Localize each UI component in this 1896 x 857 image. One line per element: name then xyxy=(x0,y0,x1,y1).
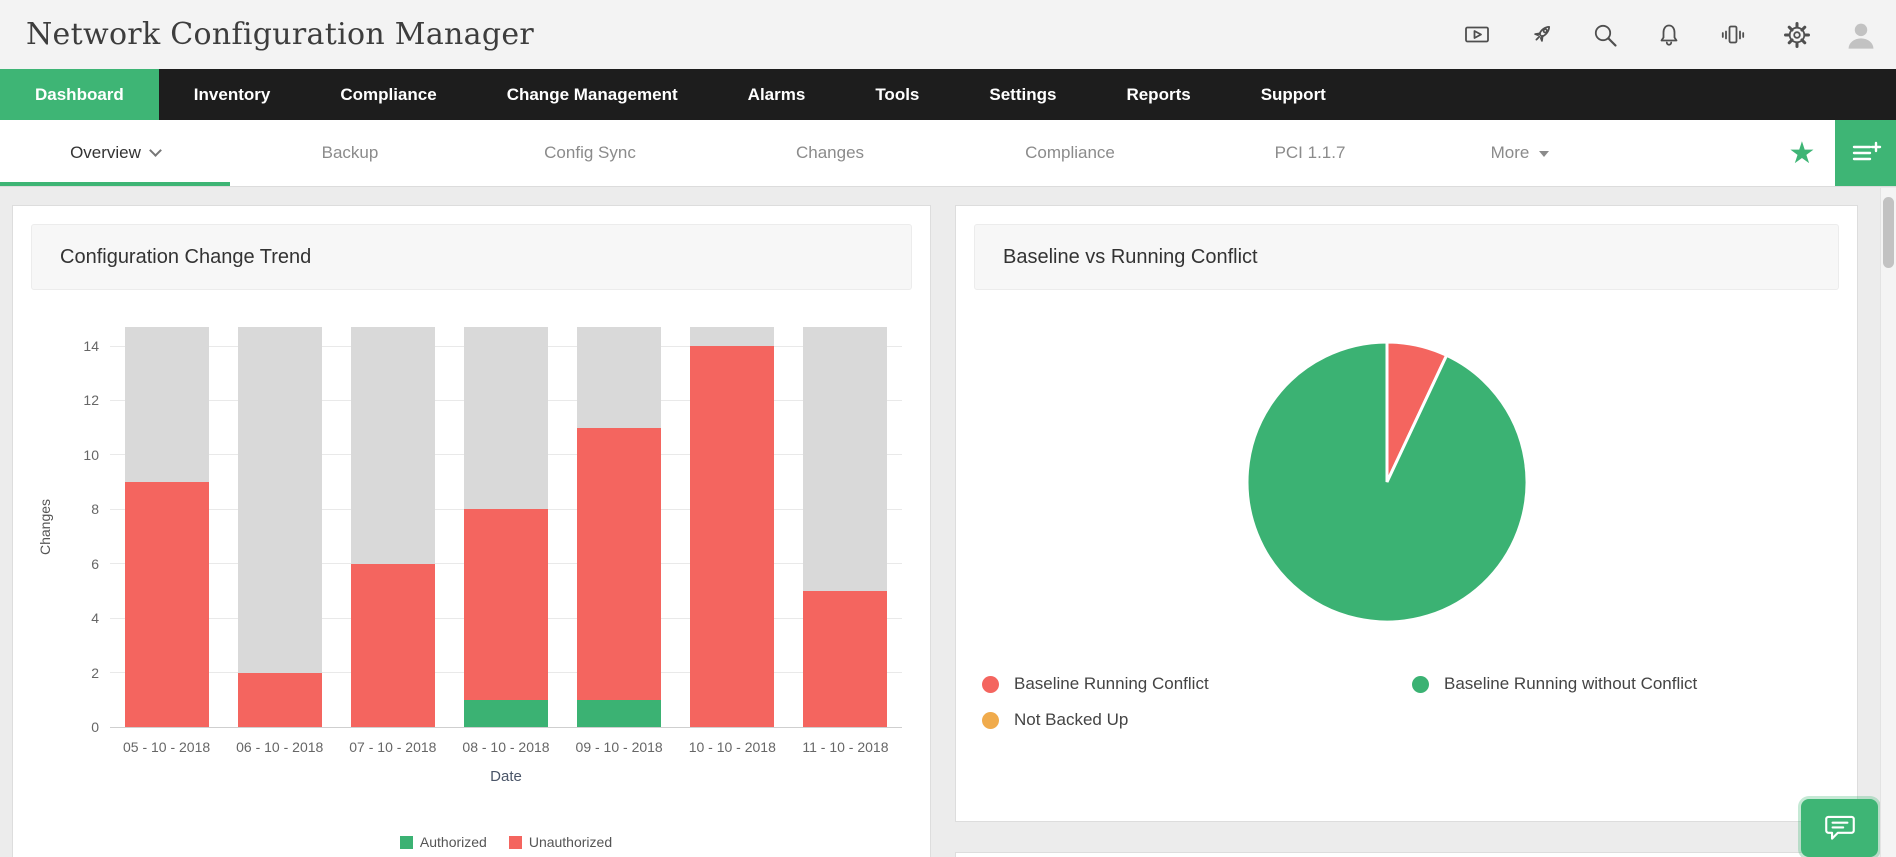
nav-item-alarms[interactable]: Alarms xyxy=(747,84,806,104)
bar-background xyxy=(237,327,322,727)
subnav-item-overview[interactable]: Overview xyxy=(0,120,230,186)
rocket-icon[interactable] xyxy=(1524,18,1558,52)
chevron-down-icon xyxy=(149,144,162,157)
nav-item-inventory[interactable]: Inventory xyxy=(193,84,271,104)
y-axis-tick-label: 4 xyxy=(91,610,99,627)
y-axis-tick-label: 0 xyxy=(91,719,99,735)
nav-item-support[interactable]: Support xyxy=(1260,84,1326,104)
y-axis-tick-label: 6 xyxy=(91,555,99,572)
bar-segment-unauthorized[interactable] xyxy=(803,590,888,727)
bar-segment-unauthorized[interactable] xyxy=(350,563,435,727)
subnav-item-label: PCI 1.1.7 xyxy=(1274,143,1346,162)
bar-segment-unauthorized[interactable] xyxy=(690,346,775,727)
presentation-play-icon[interactable] xyxy=(1460,18,1494,52)
y-axis-tick-label: 8 xyxy=(91,501,99,518)
bar-segment-authorized[interactable] xyxy=(577,699,662,727)
vibrate-alert-icon[interactable] xyxy=(1716,18,1750,52)
pie-legend: Baseline Running Conflict Baseline Runnin… xyxy=(970,674,1837,730)
subnav-item-label: Config Sync xyxy=(544,143,636,162)
subnav-item-pci[interactable]: PCI 1.1.7 xyxy=(1190,120,1430,186)
nav-item-reports[interactable]: Reports xyxy=(1126,84,1191,104)
subnav-item-label: Overview xyxy=(70,143,141,162)
bar-legend: Authorized Unauthorized xyxy=(110,834,902,850)
scrollbar-thumb[interactable] xyxy=(1883,197,1894,268)
favorite-star-icon[interactable]: ★ xyxy=(1788,136,1816,170)
chevron-down-icon xyxy=(1539,151,1550,157)
gear-icon[interactable] xyxy=(1780,18,1814,52)
legend-swatch xyxy=(399,835,413,849)
bar-segment-unauthorized[interactable] xyxy=(124,482,209,727)
y-axis-tick-label: 2 xyxy=(91,664,99,681)
x-axis-tick-label: 10 - 10 - 2018 xyxy=(688,739,776,755)
bar-y-labels: 0 2 4 6 8 10 12 14 xyxy=(43,327,99,735)
y-axis-tick-label: 12 xyxy=(83,392,99,409)
feedback-chat-button[interactable] xyxy=(1801,799,1878,857)
y-axis-tick-label: 14 xyxy=(83,338,99,355)
x-axis-title: Date xyxy=(490,768,522,785)
search-icon[interactable] xyxy=(1588,18,1622,52)
bell-icon[interactable] xyxy=(1652,18,1686,52)
legend-swatch xyxy=(508,835,522,849)
user-avatar-icon[interactable] xyxy=(1844,18,1878,52)
subnav-item-label: Backup xyxy=(321,143,379,162)
gridline xyxy=(110,726,902,728)
x-axis-tick-label: 11 - 10 - 2018 xyxy=(802,739,889,755)
app-header: Network Configuration Manager xyxy=(0,0,1896,69)
x-axis-tick-label: 09 - 10 - 2018 xyxy=(575,739,663,755)
app-title: Network Configuration Manager xyxy=(26,17,535,52)
pie-chart xyxy=(1245,340,1529,624)
widget-title: Configuration Change Trend xyxy=(31,224,912,290)
subnav-item-backup[interactable]: Backup xyxy=(230,120,470,186)
subnav-item-more[interactable]: More xyxy=(1430,120,1610,186)
subnav-item-label: Compliance xyxy=(1025,143,1115,162)
bar-plot xyxy=(110,327,902,728)
subnav-item-compliance[interactable]: Compliance xyxy=(950,120,1190,186)
bar-legend-item[interactable]: Authorized xyxy=(399,834,487,850)
x-axis-tick-label: 06 - 10 - 2018 xyxy=(236,739,324,755)
nav-item-compliance[interactable]: Compliance xyxy=(340,84,437,104)
header-icon-bar xyxy=(1460,18,1882,52)
legend-dot xyxy=(982,711,999,729)
subnav-item-label: Changes xyxy=(795,143,865,162)
x-axis-tick-label: 07 - 10 - 2018 xyxy=(349,739,437,755)
pie-legend-item[interactable]: Not Backed Up xyxy=(970,710,1400,730)
legend-label: Baseline Running Conflict xyxy=(1014,674,1209,693)
baseline-conflict-widget: Baseline vs Running Conflict Baseline Ru… xyxy=(955,205,1858,822)
next-widget-partial xyxy=(955,852,1858,857)
nav-item-settings[interactable]: Settings xyxy=(989,84,1057,104)
dashboard-subnav: Overview Backup Config Sync Changes Comp… xyxy=(0,120,1896,187)
subnav-spacer xyxy=(1610,120,1769,186)
legend-label: Baseline Running without Conflict xyxy=(1444,674,1698,693)
y-axis-tick-label: 10 xyxy=(83,446,99,463)
add-dashboard-button[interactable] xyxy=(1835,120,1896,186)
legend-dot xyxy=(1412,675,1429,693)
pie-slice[interactable] xyxy=(1245,340,1529,624)
bar-legend-item[interactable]: Unauthorized xyxy=(508,834,612,850)
legend-dot xyxy=(982,675,999,693)
page-scrollbar[interactable] xyxy=(1880,188,1896,857)
pie-legend-item[interactable]: Baseline Running without Conflict xyxy=(1400,674,1837,694)
x-axis-tick-label: 05 - 10 - 2018 xyxy=(122,739,211,755)
bar-segment-unauthorized[interactable] xyxy=(577,427,662,700)
nav-item-dashboard[interactable]: Dashboard xyxy=(0,69,159,120)
subnav-item-label: More xyxy=(1490,143,1530,162)
nav-item-tools[interactable]: Tools xyxy=(875,84,920,104)
menu-plus-icon xyxy=(1852,141,1881,161)
nav-item-change-management[interactable]: Change Management xyxy=(506,84,678,104)
bar-segment-unauthorized[interactable] xyxy=(464,509,548,700)
widget-title: Baseline vs Running Conflict xyxy=(974,224,1839,290)
pie-legend-item[interactable]: Baseline Running Conflict xyxy=(970,674,1400,694)
legend-label: Not Backed Up xyxy=(1014,710,1129,729)
main-nav: Dashboard Inventory Compliance Change Ma… xyxy=(0,69,1896,120)
subnav-item-changes[interactable]: Changes xyxy=(710,120,950,186)
bar-x-labels: 05 - 10 - 2018 06 - 10 - 2018 07 - 10 - 20… xyxy=(110,739,902,759)
x-axis-tick-label: 08 - 10 - 2018 xyxy=(462,739,550,755)
bar-segment-authorized[interactable] xyxy=(464,699,548,727)
subnav-item-config-sync[interactable]: Config Sync xyxy=(470,120,710,186)
bar-segment-unauthorized[interactable] xyxy=(237,672,322,727)
chat-bubble-icon xyxy=(1824,815,1855,840)
